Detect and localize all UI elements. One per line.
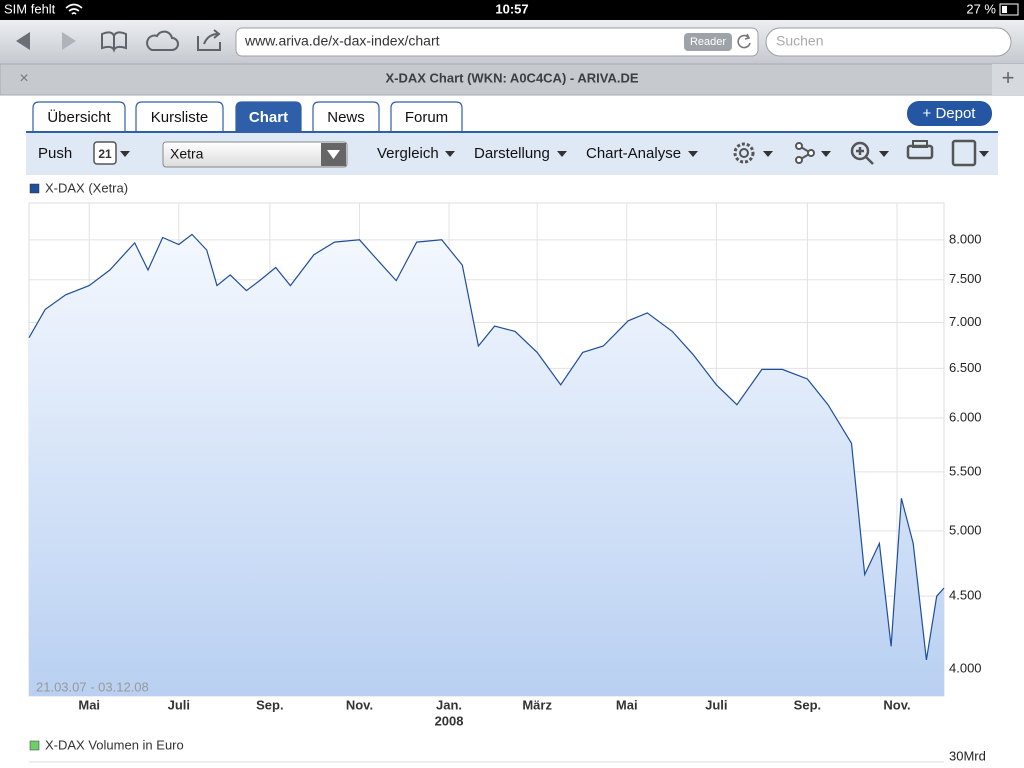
icloud-button[interactable] — [146, 30, 179, 51]
reader-label: Reader — [690, 36, 726, 48]
nav-tabs: Übersicht Kursliste Chart News Forum — [32, 101, 463, 133]
x-tick-label: Nov. — [883, 697, 910, 712]
volume-legend-label: X-DAX Volumen in Euro — [45, 737, 184, 752]
indicator-node — [795, 142, 803, 150]
zoom-glyph — [856, 147, 874, 165]
x-year-label: 2008 — [435, 713, 464, 728]
y-tick-label: 4.000 — [949, 661, 982, 676]
y-tick-label: 6.500 — [949, 360, 982, 375]
select-arrow — [327, 150, 340, 159]
range-label: 21.03.07 - 03.12.08 — [36, 679, 149, 694]
y-tick-label: 8.000 — [949, 231, 982, 246]
print-paper — [912, 140, 928, 148]
toolbar-menus: Vergleich Darstellung Chart-Analyse — [377, 145, 698, 162]
x-tick-label: Sep. — [256, 697, 283, 712]
url-field[interactable] — [235, 27, 759, 57]
calendar-icon[interactable] — [93, 141, 117, 165]
x-tick-label: Juli — [168, 697, 190, 712]
nav-tab[interactable] — [32, 101, 126, 133]
save-icon[interactable] — [951, 139, 977, 167]
series-line — [28, 233, 945, 660]
carrier: SIM fehlt — [4, 1, 56, 16]
nav-tab-label: Chart — [249, 109, 288, 126]
dropdown-arrow — [979, 151, 989, 157]
nav-tab-label: Übersicht — [47, 108, 111, 126]
status-bar — [0, 0, 1024, 20]
dropdown-arrow — [445, 151, 455, 157]
search-field[interactable] — [765, 27, 1012, 57]
nav-tab-label: Forum — [405, 109, 448, 126]
dropdown-arrow — [763, 151, 773, 157]
dropdown-arrow — [821, 151, 831, 157]
clock: 10:57 — [495, 1, 528, 16]
toolbar-menu[interactable]: Chart-Analyse — [586, 145, 681, 162]
close-tab[interactable]: × — [19, 70, 28, 87]
share-button[interactable] — [197, 29, 221, 51]
toolbar-menu[interactable]: Vergleich — [377, 145, 439, 162]
exchange-select[interactable] — [162, 141, 348, 168]
y-tick-label: 5.000 — [949, 522, 982, 537]
toolbar-menu[interactable]: Darstellung — [474, 145, 550, 162]
nav-tab-label: Kursliste — [151, 109, 209, 126]
bookmarks-button[interactable] — [101, 31, 127, 53]
x-tick-label: Nov. — [346, 697, 373, 712]
x-tick-label: Juli — [705, 697, 727, 712]
y-tick-label: 7.000 — [949, 314, 982, 329]
y-tick-label: 4.500 — [949, 588, 982, 603]
nav-tab[interactable] — [135, 101, 224, 133]
battery-level — [1002, 6, 1007, 13]
zoom-icon[interactable] — [850, 141, 870, 161]
depot-label: + Depot — [923, 105, 977, 122]
new-tab-icon: + — [1002, 65, 1015, 90]
tab-title: X-DAX Chart (WKN: A0C4CA) - ARIVA.DE — [385, 70, 638, 85]
y-tick-label: 5.500 — [949, 463, 982, 478]
nav-tab[interactable] — [312, 101, 380, 133]
dropdown-arrow — [688, 151, 698, 157]
calendar-day: 21 — [98, 147, 112, 161]
battery-text: 27 % — [966, 1, 996, 16]
legend-swatch — [29, 183, 40, 194]
exchange-value: Xetra — [170, 146, 204, 162]
x-tick-label: März — [522, 697, 552, 712]
wifi-icon — [65, 3, 83, 15]
legend-label: X-DAX (Xetra) — [45, 180, 128, 195]
nav-tab-label: News — [327, 109, 365, 126]
settings-hub — [739, 148, 749, 158]
series-area — [29, 234, 944, 696]
y-tick-label: 6.000 — [949, 409, 982, 424]
price-chart: 4.000 4.500 5.000 5.500 6.000 6.500 7.000 7.500… — [28, 202, 982, 728]
search-placeholder: Suchen — [776, 33, 823, 49]
reload-button[interactable] — [737, 33, 751, 49]
dropdown-arrow — [557, 151, 567, 157]
x-tick-label: Mai — [616, 697, 638, 712]
indicator-node — [795, 156, 803, 164]
battery-icon — [999, 3, 1019, 16]
x-tick-label: Jan. — [436, 697, 462, 712]
y-tick-label: 7.500 — [949, 271, 982, 286]
volume-legend-swatch — [29, 740, 40, 751]
tab-bar — [0, 63, 1024, 96]
dropdown-arrow — [120, 151, 130, 157]
dropdown-arrow — [879, 151, 889, 157]
depot-button[interactable] — [907, 101, 992, 126]
new-tab-button[interactable] — [992, 64, 1024, 95]
indicator-node — [807, 149, 815, 157]
push-button[interactable]: Push — [38, 145, 72, 162]
nav-tab[interactable] — [390, 101, 463, 133]
x-tick-label: Sep. — [794, 697, 821, 712]
back-button[interactable] — [16, 32, 30, 50]
x-tick-label: Mai — [78, 697, 100, 712]
volume-y-tick-label: 30Mrd — [949, 748, 986, 763]
settings-icon[interactable] — [733, 142, 755, 164]
url: www.ariva.de/x-dax-index/chart — [244, 33, 440, 49]
reader-button[interactable] — [684, 33, 732, 51]
forward-button[interactable] — [62, 32, 76, 50]
nav-tab[interactable] — [235, 101, 302, 133]
